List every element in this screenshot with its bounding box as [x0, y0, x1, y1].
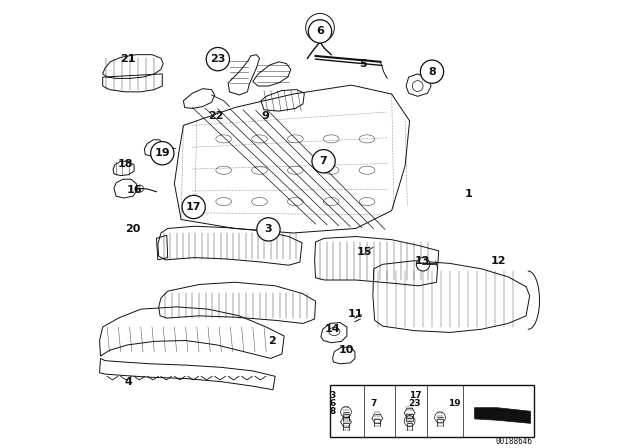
Text: 20: 20 — [125, 224, 140, 234]
Text: 00188646: 00188646 — [496, 437, 532, 446]
Bar — [330, 385, 534, 437]
Circle shape — [312, 150, 335, 173]
Text: 7: 7 — [320, 156, 328, 166]
Circle shape — [182, 195, 205, 219]
Text: 9: 9 — [261, 111, 269, 121]
Text: 21: 21 — [120, 54, 136, 64]
Text: 7: 7 — [371, 399, 377, 408]
Circle shape — [206, 47, 230, 71]
Text: 10: 10 — [339, 345, 354, 355]
Text: 1: 1 — [465, 189, 472, 198]
Circle shape — [416, 258, 430, 271]
Text: 15: 15 — [357, 247, 372, 257]
Text: 18: 18 — [118, 159, 133, 168]
Text: 14: 14 — [324, 324, 340, 334]
Circle shape — [420, 60, 444, 83]
Text: 5: 5 — [359, 59, 367, 69]
Text: 2: 2 — [268, 336, 275, 346]
Text: 16: 16 — [127, 185, 142, 195]
Text: 19: 19 — [448, 399, 461, 408]
Text: 11: 11 — [347, 310, 363, 319]
Circle shape — [150, 142, 174, 165]
Text: 8: 8 — [330, 407, 335, 416]
Text: 6: 6 — [316, 26, 324, 36]
Text: 4: 4 — [124, 377, 132, 387]
Text: 8: 8 — [428, 67, 436, 77]
Text: 3: 3 — [330, 391, 335, 400]
Text: 17: 17 — [186, 202, 202, 212]
Text: 13: 13 — [415, 256, 430, 266]
Text: 17: 17 — [409, 391, 421, 400]
Circle shape — [308, 20, 332, 43]
Text: 12: 12 — [490, 256, 506, 266]
Text: 19: 19 — [154, 148, 170, 158]
Text: 22: 22 — [208, 111, 224, 121]
Circle shape — [257, 218, 280, 241]
Text: 3: 3 — [265, 224, 272, 234]
Text: 23: 23 — [210, 54, 225, 64]
Text: 6: 6 — [330, 399, 335, 408]
Text: 23: 23 — [409, 399, 421, 408]
Polygon shape — [474, 408, 531, 423]
